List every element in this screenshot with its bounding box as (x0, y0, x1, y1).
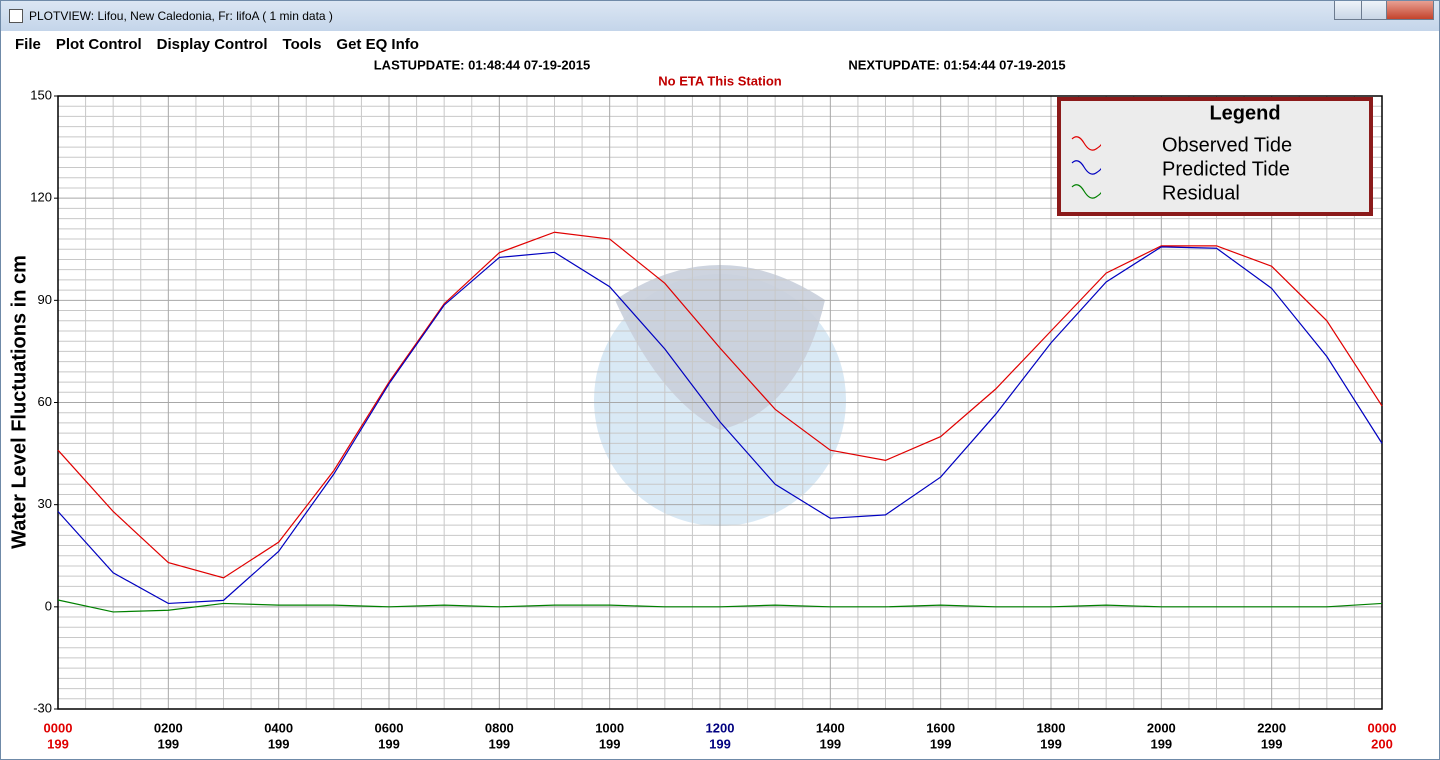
x-tick-sublabel: 199 (930, 736, 952, 751)
close-button[interactable] (1386, 1, 1434, 20)
menu-item[interactable]: File (15, 36, 41, 53)
x-tick-sublabel: 199 (709, 736, 731, 751)
last-update: LASTUPDATE: 01:48:44 07-19-2015 (374, 57, 591, 72)
menu-item[interactable]: Get EQ Info (336, 36, 419, 53)
title-bar: PLOTVIEW: Lifou, New Caledonia, Fr: lifo… (1, 1, 1439, 31)
x-tick-sublabel: 200 (1371, 736, 1393, 751)
x-tick-label: 1600 (926, 720, 955, 735)
x-tick-label: 0000 (1368, 720, 1397, 735)
x-tick-label: 0600 (375, 720, 404, 735)
x-tick-sublabel: 199 (819, 736, 841, 751)
menu-bar: File Plot Control Display Control Tools Get … (9, 32, 1433, 56)
legend-swatch (1071, 184, 1102, 199)
y-tick-label: -30 (33, 700, 52, 715)
menu-item[interactable]: Display Control (156, 36, 268, 53)
y-tick-label: 150 (30, 87, 52, 102)
app-icon (9, 9, 23, 23)
legend-title: Legend (1209, 102, 1280, 124)
y-tick-label: 30 (38, 496, 52, 511)
x-tick-label: 0200 (154, 720, 183, 735)
legend-swatch (1071, 160, 1102, 175)
x-tick-label: 2000 (1147, 720, 1176, 735)
y-axis-label: Water Level Fluctuations in cm (8, 255, 30, 549)
x-tick-sublabel: 199 (1150, 736, 1172, 751)
y-tick-label: 90 (38, 292, 52, 307)
x-tick-label: 0000 (44, 720, 73, 735)
menu-item[interactable]: Plot Control (55, 36, 142, 53)
x-tick-label: 1000 (595, 720, 624, 735)
x-tick-sublabel: 199 (157, 736, 179, 751)
x-tick-label: 1800 (1037, 720, 1066, 735)
series-line (57, 246, 1383, 605)
x-tick-sublabel: 199 (378, 736, 400, 751)
x-tick-label: 2200 (1257, 720, 1286, 735)
legend-label: Predicted Tide (1162, 158, 1290, 180)
x-tick-sublabel: 199 (1040, 736, 1062, 751)
legend-box (1057, 97, 1373, 216)
window-title: PLOTVIEW: Lifou, New Caledonia, Fr: lifo… (29, 9, 333, 23)
next-update: NEXTUPDATE: 01:54:44 07-19-2015 (848, 57, 1065, 72)
y-tick-label: 60 (38, 394, 52, 409)
plot-border (57, 95, 1383, 710)
legend-label: Residual (1162, 182, 1240, 204)
legend-swatch (1071, 136, 1102, 151)
series-line (57, 599, 1383, 613)
y-tick-label: 0 (45, 598, 52, 613)
x-tick-sublabel: 199 (1261, 736, 1283, 751)
x-tick-label: 0800 (485, 720, 514, 735)
x-tick-sublabel: 199 (488, 736, 510, 751)
x-tick-sublabel: 199 (599, 736, 621, 751)
series-line (57, 231, 1383, 579)
x-tick-label: 1400 (816, 720, 845, 735)
x-tick-label: 0400 (264, 720, 293, 735)
x-tick-label: 1200 (706, 720, 735, 735)
y-tick-label: 120 (30, 190, 52, 205)
eta-note: No ETA This Station (658, 73, 782, 88)
x-tick-sublabel: 199 (47, 736, 69, 751)
menu-item[interactable]: Tools (282, 36, 322, 53)
legend-label: Observed Tide (1162, 134, 1292, 156)
x-tick-sublabel: 199 (268, 736, 290, 751)
